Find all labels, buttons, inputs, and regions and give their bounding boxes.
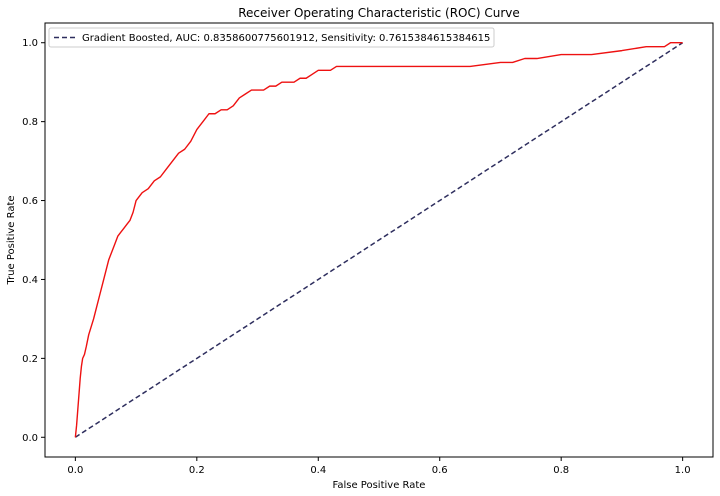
y-tick-label: 0.0 (22, 433, 38, 444)
y-tick-label: 0.4 (22, 275, 38, 286)
y-tick-label: 1.0 (22, 38, 38, 49)
x-tick-label: 0.4 (310, 465, 326, 476)
x-tick-label: 0.6 (432, 465, 448, 476)
y-axis: 0.0 0.2 0.4 0.6 0.8 1.0 (22, 38, 45, 444)
legend-entry: Gradient Boosted, AUC: 0.835860077560191… (82, 33, 490, 44)
x-axis-label: False Positive Rate (333, 480, 426, 491)
x-tick-label: 0.0 (67, 465, 83, 476)
plot-area (75, 43, 682, 438)
x-tick-label: 0.8 (553, 465, 569, 476)
y-tick-label: 0.2 (22, 354, 38, 365)
y-axis-label: True Positive Rate (6, 195, 17, 285)
series-line-chance (75, 43, 682, 438)
x-tick-label: 1.0 (675, 465, 691, 476)
x-tick-label: 0.2 (189, 465, 205, 476)
y-tick-label: 0.6 (22, 196, 38, 207)
legend: Gradient Boosted, AUC: 0.835860077560191… (49, 28, 494, 47)
x-axis: 0.0 0.2 0.4 0.6 0.8 1.0 (67, 457, 690, 476)
y-tick-label: 0.8 (22, 117, 38, 128)
chart-title: Receiver Operating Characteristic (ROC) … (238, 6, 520, 20)
